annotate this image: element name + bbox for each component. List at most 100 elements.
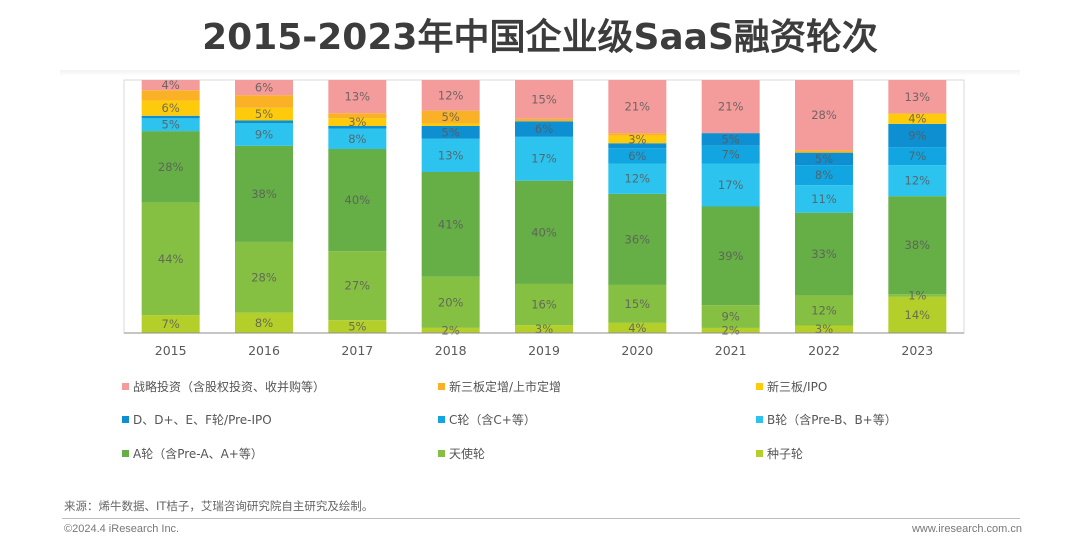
data-label: 17% bbox=[531, 152, 557, 166]
bar-segment-2018-0 bbox=[421, 327, 480, 333]
bar-segment-2022-1 bbox=[795, 295, 853, 326]
x-tick-label: 2015 bbox=[155, 343, 187, 358]
bar-segment-2017-5 bbox=[328, 126, 387, 129]
bar-segment-2018-1 bbox=[421, 276, 480, 328]
bar-segment-2021-0 bbox=[701, 327, 760, 333]
bar-segment-2016-6 bbox=[235, 107, 293, 121]
bar-segment-2022-7 bbox=[795, 150, 853, 153]
bar-segment-2023-4 bbox=[888, 147, 947, 166]
bar-segment-2018-5 bbox=[421, 126, 480, 139]
bar-segment-2019-0 bbox=[515, 325, 573, 333]
bar-segment-2020-7 bbox=[608, 133, 667, 136]
bar-segment-2019-7 bbox=[515, 118, 573, 122]
bar-segment-2023-0 bbox=[888, 296, 947, 333]
data-label: 6% bbox=[255, 81, 273, 95]
data-label: 13% bbox=[345, 90, 371, 104]
data-label: 9% bbox=[908, 129, 926, 143]
bar-segment-2016-2 bbox=[235, 145, 293, 242]
data-label: 14% bbox=[905, 308, 931, 322]
data-label: 7% bbox=[722, 148, 740, 162]
footer-divider bbox=[62, 518, 1020, 519]
bar-segment-2017-6 bbox=[328, 118, 387, 126]
x-tick-label: 2020 bbox=[621, 343, 653, 358]
bar-segment-2017-3 bbox=[328, 128, 387, 149]
data-label: 40% bbox=[531, 225, 557, 239]
x-tick-label: 2023 bbox=[901, 343, 933, 358]
bar-segment-2015-7 bbox=[141, 90, 200, 101]
bar-segment-2017-7 bbox=[328, 113, 387, 119]
data-label: 6% bbox=[162, 101, 180, 115]
bar-segment-2023-5 bbox=[888, 123, 947, 148]
data-label: 5% bbox=[815, 152, 833, 166]
bar-segment-2018-6 bbox=[421, 123, 480, 126]
data-label: 2% bbox=[722, 323, 740, 337]
data-label: 5% bbox=[442, 110, 460, 124]
data-label: 3% bbox=[535, 322, 553, 336]
bar-segment-2015-6 bbox=[141, 100, 200, 116]
data-label: 8% bbox=[815, 168, 833, 182]
bar-segment-2020-8 bbox=[608, 80, 667, 134]
data-label: 28% bbox=[811, 108, 837, 122]
bar-segment-2019-2 bbox=[515, 180, 573, 284]
data-label: 17% bbox=[718, 178, 744, 192]
bar-segment-2015-3 bbox=[141, 118, 200, 132]
data-label: 21% bbox=[625, 100, 651, 114]
data-label: 5% bbox=[255, 107, 273, 121]
x-tick-label: 2017 bbox=[341, 343, 373, 358]
data-label: 3% bbox=[348, 115, 366, 129]
bar-segment-2020-4 bbox=[608, 148, 667, 164]
bar-segment-2016-5 bbox=[235, 120, 293, 124]
data-label: 13% bbox=[905, 90, 931, 104]
bar-segment-2022-2 bbox=[795, 212, 853, 296]
data-label: 1% bbox=[908, 289, 926, 303]
data-label: 39% bbox=[718, 249, 744, 263]
data-label: 28% bbox=[251, 270, 277, 284]
data-label: 11% bbox=[811, 192, 837, 206]
data-label: 4% bbox=[908, 112, 926, 126]
bar-segment-2023-1 bbox=[888, 294, 947, 297]
bar-segment-2021-8 bbox=[701, 80, 760, 134]
bar-segment-2017-0 bbox=[328, 320, 387, 333]
data-label: 41% bbox=[438, 217, 464, 231]
bar-segment-2019-3 bbox=[515, 136, 573, 181]
bar-segment-2023-6 bbox=[888, 113, 947, 124]
bar-segment-2018-8 bbox=[421, 80, 480, 111]
bar-segment-2022-3 bbox=[795, 185, 853, 213]
data-label: 15% bbox=[625, 297, 651, 311]
data-label: 5% bbox=[442, 125, 460, 139]
bar-segment-2020-2 bbox=[608, 193, 667, 285]
data-label: 5% bbox=[348, 320, 366, 334]
bar-segment-2020-5 bbox=[608, 143, 667, 149]
data-label: 13% bbox=[438, 148, 464, 162]
bar-segment-2020-1 bbox=[608, 284, 667, 323]
website-link[interactable]: www.iresearch.com.cn bbox=[911, 523, 1022, 535]
data-label: 8% bbox=[348, 132, 366, 146]
data-label: 6% bbox=[535, 122, 553, 136]
bar-segment-2016-1 bbox=[235, 241, 293, 313]
bar-segment-2021-4 bbox=[701, 145, 760, 164]
data-label: 12% bbox=[905, 174, 931, 188]
x-tick-label: 2018 bbox=[435, 343, 467, 358]
data-label: 27% bbox=[345, 279, 371, 293]
bar-segment-2015-1 bbox=[141, 202, 200, 316]
bar-segment-2019-1 bbox=[515, 283, 573, 326]
bars-group bbox=[141, 80, 947, 333]
data-label: 9% bbox=[722, 310, 740, 324]
bar-segment-2022-0 bbox=[795, 325, 853, 333]
bar-segment-2017-1 bbox=[328, 251, 387, 321]
bar-segment-2020-0 bbox=[608, 322, 667, 333]
title-divider bbox=[60, 70, 1020, 76]
bar-segment-2016-3 bbox=[235, 123, 293, 146]
data-label: 5% bbox=[722, 132, 740, 146]
data-label: 12% bbox=[625, 172, 651, 186]
bar-segment-2022-5 bbox=[795, 152, 853, 166]
data-label: 12% bbox=[811, 303, 837, 317]
bar-segment-2018-3 bbox=[421, 138, 480, 172]
bar-segment-2021-3 bbox=[701, 163, 760, 207]
bar-segment-2021-5 bbox=[701, 133, 760, 146]
bar-segment-2020-6 bbox=[608, 135, 667, 144]
bar-segment-2017-8 bbox=[328, 80, 387, 114]
chart-title: 2015-2023年中国企业级SaaS融资轮次 bbox=[202, 17, 878, 58]
bar-segment-2023-8 bbox=[888, 80, 947, 114]
bar-segment-2017-2 bbox=[328, 149, 387, 252]
